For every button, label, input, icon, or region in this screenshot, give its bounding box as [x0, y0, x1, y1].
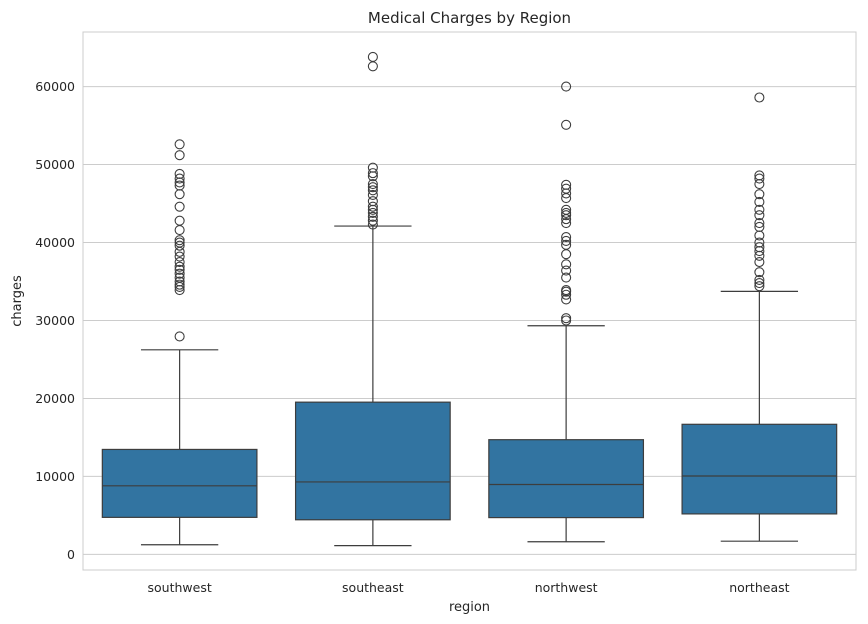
outlier-point [367, 207, 378, 218]
outlier-point [561, 272, 572, 283]
outlier-point [367, 185, 378, 196]
y-axis-label: charges [10, 275, 25, 327]
outlier-point [754, 281, 765, 292]
y-tick-label: 60000 [35, 79, 75, 94]
outlier-point [561, 265, 572, 276]
outlier-point [754, 274, 765, 285]
outlier-point [754, 204, 765, 215]
outlier-point [174, 201, 185, 212]
outlier-point [754, 256, 765, 268]
outlier-point [174, 139, 185, 150]
outlier-point [561, 210, 572, 221]
outlier-point [367, 219, 378, 230]
outlier-point [561, 204, 572, 215]
box-northwest [488, 81, 645, 543]
x-axis-label: region [449, 600, 490, 615]
outlier-point [561, 315, 572, 326]
outlier-point [561, 289, 572, 300]
outlier-point [367, 189, 378, 201]
outlier-point [561, 179, 572, 190]
y-tick-label: 40000 [35, 235, 75, 250]
outlier-point [174, 173, 185, 184]
x-tick-label: southeast [342, 580, 404, 595]
x-tick-label: northeast [729, 580, 789, 595]
outlier-point [754, 278, 765, 289]
outlier-point [561, 235, 572, 247]
outlier-point [367, 196, 378, 207]
outlier-point [561, 81, 572, 92]
outlier-point [754, 170, 765, 181]
outlier-point [174, 150, 185, 161]
outlier-point [367, 51, 378, 63]
outlier-point [561, 207, 572, 218]
outlier-point [561, 217, 572, 229]
outlier-point [174, 240, 185, 251]
outlier-point [174, 237, 185, 248]
outlier-point [754, 92, 765, 103]
outlier-point [754, 210, 765, 221]
outlier-point [174, 276, 185, 287]
outlier-point [561, 232, 572, 243]
outlier-point [174, 168, 185, 179]
y-tick-label: 10000 [35, 469, 75, 484]
outlier-point [367, 162, 378, 173]
outlier-point [174, 268, 185, 279]
y-axis-ticks: 0 10000 20000 30000 40000 50000 60000 [35, 79, 75, 562]
outlier-point [754, 221, 765, 232]
outlier-point [367, 182, 378, 193]
outlier-point [174, 215, 185, 226]
outlier-point [561, 313, 572, 324]
box-southeast [294, 51, 451, 547]
outlier-point [367, 168, 378, 179]
iqr-box [294, 401, 451, 521]
x-tick-label: southwest [148, 580, 212, 595]
chart-title: Medical Charges by Region [368, 9, 571, 27]
outlier-point [561, 119, 572, 130]
iqr-box [101, 448, 258, 518]
outlier-point [367, 211, 378, 222]
outlier-point [174, 180, 185, 191]
outlier-point [174, 264, 185, 275]
outlier-point [754, 242, 765, 253]
y-tick-label: 30000 [35, 313, 75, 328]
outlier-point [754, 267, 765, 278]
outlier-point [174, 331, 185, 342]
iqr-box [488, 439, 645, 519]
outlier-point [754, 196, 765, 208]
outlier-point [174, 251, 185, 262]
outlier-point [754, 217, 765, 229]
box-southwest [101, 139, 258, 546]
outlier-point [754, 237, 765, 248]
outlier-point [174, 256, 185, 268]
outlier-point [174, 235, 185, 246]
y-tick-label: 50000 [35, 157, 75, 172]
outlier-point [754, 173, 765, 184]
outlier-point [174, 272, 185, 283]
outlier-point [561, 183, 572, 194]
outlier-point [754, 189, 765, 200]
outlier-point [367, 215, 378, 226]
y-tick-label: 0 [67, 547, 75, 562]
outlier-point [561, 259, 572, 270]
y-tick-label: 20000 [35, 391, 75, 406]
outlier-point [367, 178, 378, 190]
outlier-point [174, 261, 185, 272]
outlier-point [367, 201, 378, 212]
box-plots [101, 51, 838, 547]
outlier-point [561, 239, 572, 250]
outlier-point [561, 285, 572, 296]
x-tick-label: northwest [535, 580, 598, 595]
iqr-box [681, 423, 838, 515]
box-northeast [681, 92, 838, 542]
outlier-point [174, 279, 185, 290]
x-axis-ticks: southwest southeast northwest northeast [148, 580, 790, 595]
